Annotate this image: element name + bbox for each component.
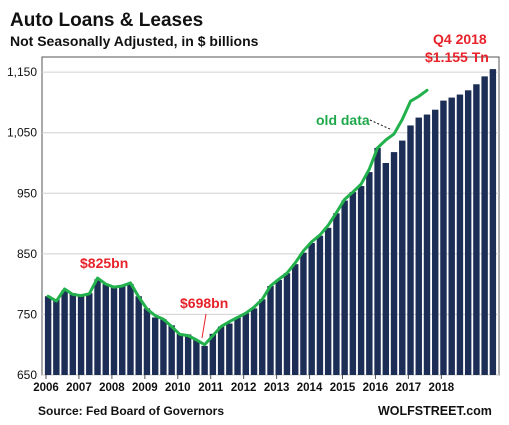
- bar: [234, 317, 241, 375]
- y-tick-label: 950: [17, 186, 37, 200]
- y-tick-label: 1,150: [7, 65, 37, 79]
- bar: [341, 200, 348, 375]
- bar-series: [44, 69, 497, 376]
- bar: [489, 69, 497, 376]
- bar: [324, 227, 332, 375]
- bar: [102, 284, 109, 375]
- bar: [226, 323, 233, 375]
- bar: [374, 147, 381, 375]
- bar: [151, 317, 159, 375]
- bar: [464, 90, 472, 375]
- bar: [432, 109, 439, 375]
- bar: [77, 296, 85, 375]
- bar: [349, 192, 357, 375]
- bar: [399, 140, 406, 375]
- x-tick-label: 2015: [330, 382, 356, 394]
- y-tick-label: 650: [17, 368, 37, 382]
- x-tick-label: 2016: [363, 382, 389, 394]
- y-axis: 650 750 850 950 1,050 1,150: [7, 65, 37, 382]
- bar: [357, 186, 365, 375]
- annotation-trough-698bn: $698bn: [180, 295, 228, 311]
- bar: [176, 333, 184, 375]
- annotation-latest-value: $1.155 Tn: [425, 49, 489, 65]
- bar: [292, 264, 299, 375]
- source-note: Source: Fed Board of Governors: [38, 404, 224, 418]
- bar: [300, 252, 307, 375]
- bar: [333, 213, 340, 375]
- bar: [259, 299, 266, 375]
- chart-title: Auto Loans & Leases: [10, 10, 203, 31]
- bar: [44, 296, 52, 375]
- x-tick-label: 2014: [297, 382, 323, 394]
- bar: [423, 114, 431, 375]
- bar: [119, 285, 126, 375]
- bar: [415, 117, 422, 375]
- old-data-line: [46, 88, 429, 347]
- bar: [390, 152, 398, 375]
- bar: [193, 339, 200, 375]
- bar: [440, 100, 447, 376]
- annotation-latest-period: Q4 2018: [433, 31, 487, 47]
- bar: [86, 293, 93, 375]
- bar: [201, 345, 208, 375]
- bar: [275, 279, 282, 375]
- bar: [69, 293, 77, 375]
- bar: [110, 285, 118, 375]
- bar: [53, 299, 60, 375]
- bar: [481, 76, 488, 375]
- y-tick-label: 850: [17, 247, 37, 261]
- brand-label: WOLFSTREET.com: [378, 404, 492, 418]
- bar: [308, 242, 315, 375]
- y-tick-label: 1,050: [7, 126, 37, 140]
- bar: [448, 97, 455, 375]
- bar: [283, 273, 291, 375]
- x-tick-label: 2013: [264, 382, 290, 394]
- x-tick-label: 2017: [396, 382, 422, 394]
- x-tick-label: 2012: [231, 382, 257, 394]
- bar: [242, 313, 249, 375]
- annotation-old-data: old data: [316, 112, 370, 128]
- bar: [217, 326, 225, 375]
- bar: [407, 125, 414, 375]
- annotation-leader-698: [201, 313, 207, 339]
- bar: [184, 334, 192, 375]
- bar: [143, 308, 151, 375]
- bar: [473, 84, 480, 375]
- x-tick-label: 2010: [165, 382, 191, 394]
- x-tick-label: 2009: [132, 382, 158, 394]
- annotation-peak-825bn: $825bn: [80, 255, 128, 271]
- chart-subtitle: Not Seasonally Adjusted, in $ billions: [10, 33, 259, 49]
- bar: [94, 279, 101, 375]
- bar: [366, 172, 373, 375]
- x-tick-label: 2007: [66, 382, 92, 394]
- bar: [209, 333, 217, 375]
- annotation-leader-old-data: [369, 119, 393, 131]
- bar: [267, 285, 274, 375]
- bar: [135, 296, 142, 375]
- x-tick-label: 2008: [99, 382, 125, 394]
- bar: [250, 308, 258, 375]
- y-tick-label: 750: [17, 307, 37, 321]
- x-axis: 2006 2007 2008 2009 2010 2011 2012 2013 2014 2015…: [33, 375, 455, 394]
- bar: [456, 94, 464, 376]
- x-tick-label: 2011: [198, 382, 224, 394]
- bar: [168, 325, 175, 375]
- x-tick-label: 2018: [429, 382, 455, 394]
- x-tick-label: 2006: [33, 382, 59, 394]
- bar: [160, 319, 167, 375]
- bar: [127, 284, 134, 375]
- bar: [316, 235, 324, 375]
- bar: [382, 163, 390, 375]
- bar: [61, 290, 68, 375]
